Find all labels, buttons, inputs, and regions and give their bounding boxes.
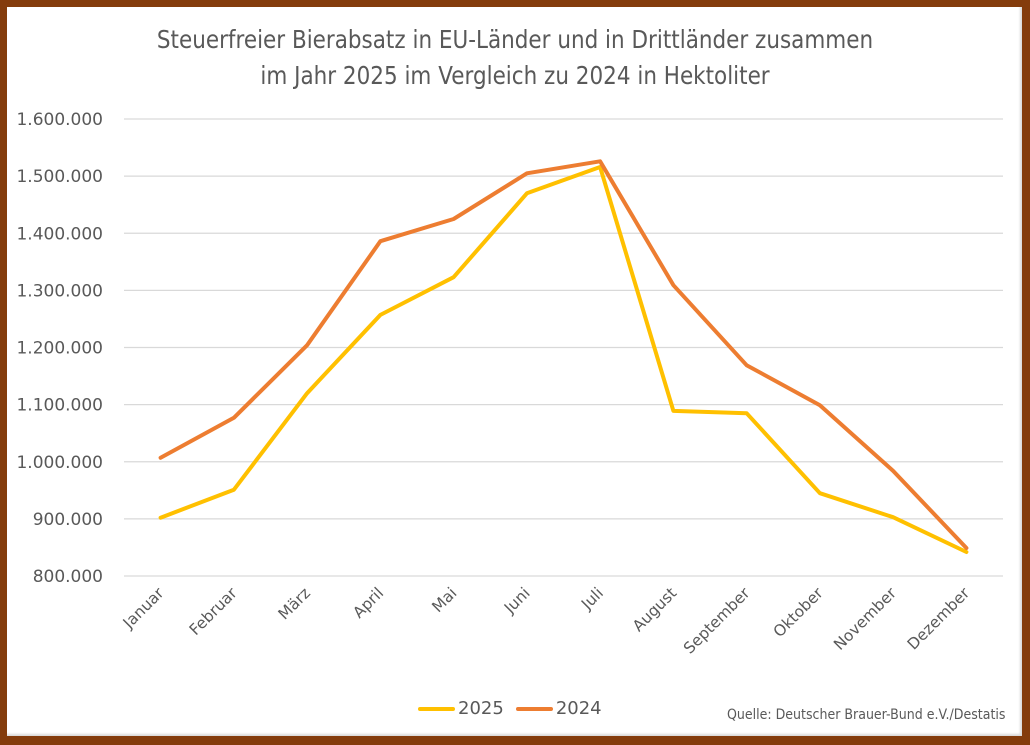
legend-swatch-2024 — [515, 706, 553, 711]
x-tick-label: August — [629, 584, 680, 635]
y-tick-label: 800.000 — [33, 567, 103, 587]
y-tick-label: 1.000.000 — [16, 453, 103, 473]
x-tick-label: Juli — [577, 584, 607, 614]
legend-item-2024: 2024 — [515, 698, 602, 719]
x-tick-label: November — [830, 584, 900, 654]
y-tick-label: 1.400.000 — [16, 224, 103, 244]
y-tick-label: 900.000 — [33, 510, 103, 530]
x-tick-label: Juni — [500, 584, 534, 618]
legend-item-2025: 2025 — [418, 698, 504, 719]
chart-title-line-2: im Jahr 2025 im Vergleich zu 2024 in Hek… — [260, 61, 770, 90]
legend-label-2025: 2025 — [458, 698, 504, 719]
x-tick-label: April — [349, 584, 387, 622]
x-tick-label: Mai — [429, 584, 461, 616]
chart-title: Steuerfreier Bierabsatz in EU-Länder und… — [72, 22, 958, 94]
y-tick-label: 1.600.000 — [16, 110, 103, 130]
source-note: Quelle: Deutscher Brauer-Bund e.V./Desta… — [726, 707, 1005, 723]
y-axis-ticks: 800.000 900.000 1.000.000 1.100.000 1.200.00… — [16, 110, 103, 587]
x-tick-label: September — [680, 584, 754, 658]
gridlines — [124, 118, 1003, 577]
x-tick-label: Oktober — [770, 584, 827, 641]
series-line-2024 — [158, 159, 969, 550]
legend-swatch-2025 — [418, 706, 455, 711]
chart-title-line-1: Steuerfreier Bierabsatz in EU-Länder und… — [156, 25, 874, 54]
x-tick-label: Januar — [119, 584, 168, 633]
x-axis-ticks: Januar Februar März April Mai Juni Juli August S… — [119, 584, 974, 658]
legend-label-2024: 2024 — [555, 698, 602, 719]
series-line-2025 — [158, 165, 969, 554]
y-tick-label: 1.500.000 — [16, 167, 103, 187]
y-tick-label: 1.300.000 — [16, 281, 103, 301]
y-tick-label: 1.100.000 — [16, 396, 103, 416]
y-tick-label: 1.200.000 — [16, 339, 103, 359]
x-tick-label: Dezember — [904, 584, 974, 654]
x-tick-label: Februar — [186, 584, 241, 639]
x-tick-label: März — [275, 584, 314, 623]
legend: 2025 2024 — [418, 698, 614, 719]
series-lines — [158, 159, 969, 554]
